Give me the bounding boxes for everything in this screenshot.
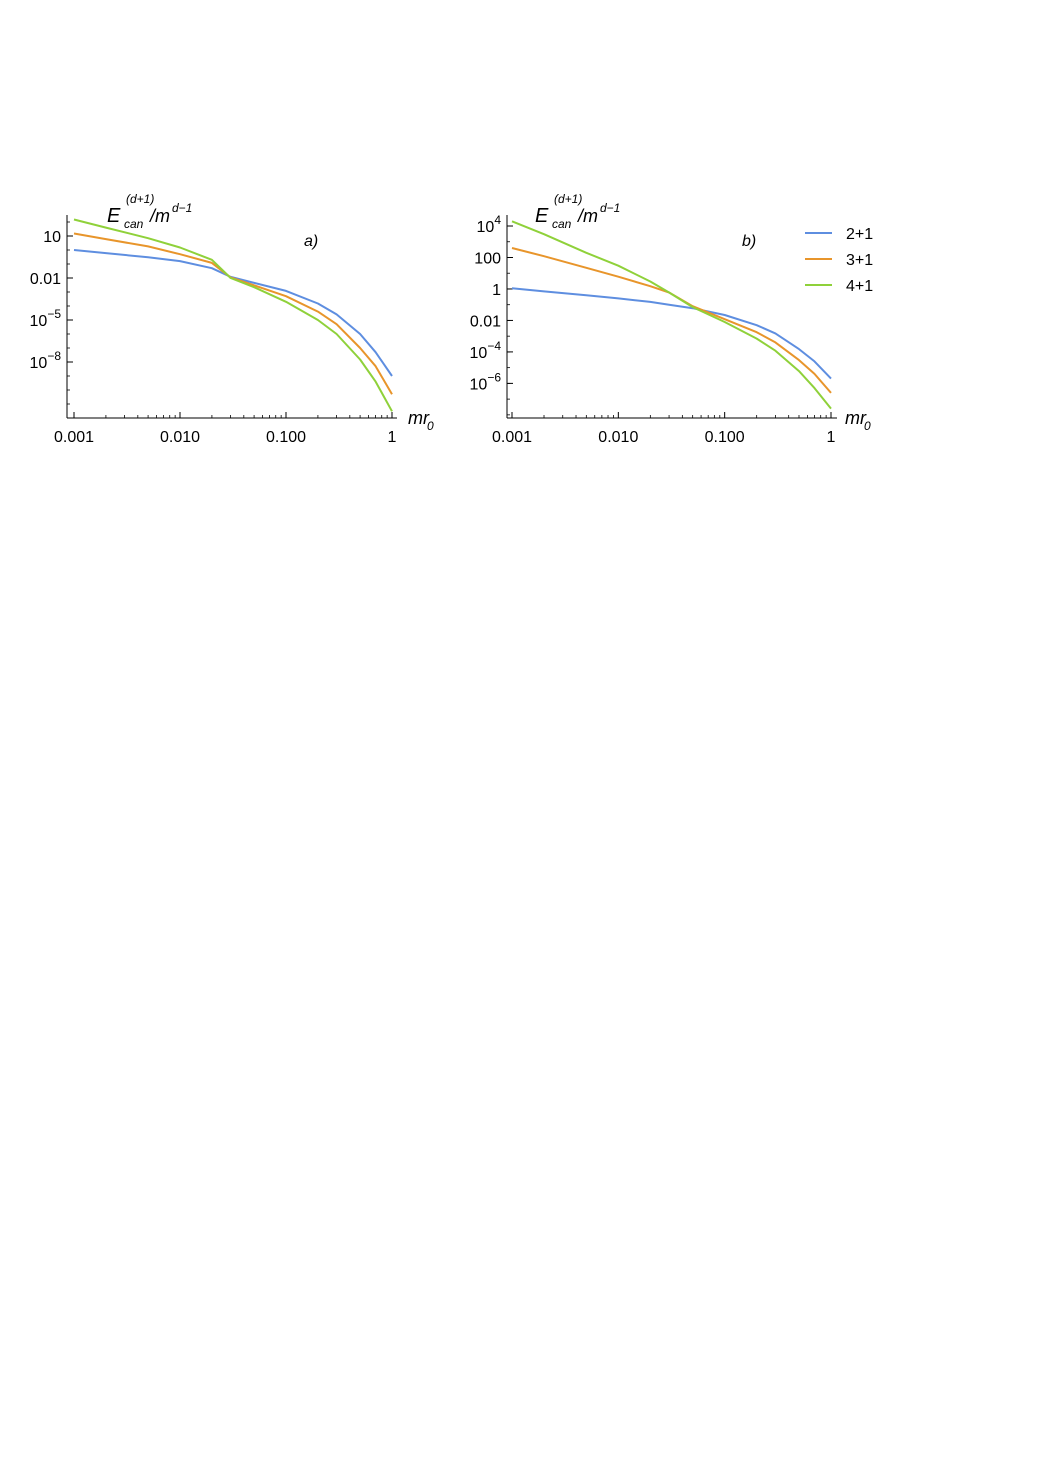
panel-a-series-2plus1 (73, 249, 393, 377)
panel-a-x-tick-label: 0.100 (266, 429, 306, 446)
panel-b-ylabel-rest-sup: d−1 (600, 201, 620, 215)
panel-a-y-tick-label: 10−8 (30, 349, 62, 372)
panel-b-series-4plus1 (511, 220, 832, 410)
panel-b-yticks: 104 100 1 0.01 10−4 10−6 (470, 213, 513, 416)
panel-a-ylabel: E (d+1) can /m d−1 (107, 192, 192, 231)
panel-a-y-tick-label: 10−5 (30, 307, 62, 330)
panel-a-ylabel-main: E (107, 205, 121, 227)
panel-b-y-tick-label: 10−6 (470, 370, 502, 393)
panel-a-xlabel-sub: 0 (427, 419, 434, 433)
panel-b-series (511, 220, 832, 410)
panel-a-xticks: 0.001 0.010 0.100 1 (54, 412, 397, 446)
panel-a-ylabel-sup: (d+1) (126, 192, 154, 206)
panel-a-x-tick-label: 0.001 (54, 429, 94, 446)
panel-b-series-2plus1 (511, 287, 832, 380)
panel-b-series-3plus1 (511, 247, 832, 394)
panel-b-label: b) (742, 233, 756, 250)
panel-a-y-tick-label: 0.01 (30, 271, 61, 288)
panel-b-y-tick-label: 10−4 (470, 339, 502, 362)
panel-b-xlabel-main: mr (845, 408, 867, 428)
panel-b-xlabel: mr 0 (845, 408, 871, 433)
panel-a-series-3plus1 (73, 232, 393, 395)
panel-b-y-tick-label: 0.01 (470, 313, 501, 330)
panel-b-ylabel: E (d+1) can /m d−1 (535, 192, 620, 231)
panel-b-y-tick-label: 1 (492, 282, 501, 299)
panel-b: E (d+1) can /m d−1 b) mr 0 0.001 0.010 0.1… (470, 192, 871, 446)
panel-b-x-tick-label: 0.001 (492, 429, 532, 446)
panel-a-yticks: 10 0.01 10−5 10−8 (30, 221, 73, 419)
panel-a-series (73, 218, 393, 412)
panel-a-y-tick-label: 10 (43, 229, 61, 246)
panel-b-x-tick-label: 0.010 (598, 429, 638, 446)
legend: 2+1 3+1 4+1 (805, 226, 873, 295)
panel-b-ylabel-sub: can (552, 217, 572, 231)
legend-label: 3+1 (846, 252, 873, 269)
panel-b-y-tick-label: 100 (474, 250, 501, 267)
panel-a-x-tick-label: 1 (388, 429, 397, 446)
panel-b-ylabel-main: E (535, 205, 549, 227)
panel-a-xlabel-main: mr (408, 408, 430, 428)
panel-b-x-tick-label: 1 (827, 429, 836, 446)
legend-label: 2+1 (846, 226, 873, 243)
panel-a-ylabel-rest: /m (148, 206, 170, 226)
panel-a: E (d+1) can /m d−1 a) mr 0 0.001 0.010 0.1… (30, 192, 434, 446)
legend-label: 4+1 (846, 278, 873, 295)
panel-b-xlabel-sub: 0 (864, 419, 871, 433)
panel-b-y-tick-label: 104 (477, 213, 502, 236)
panel-b-ylabel-rest: /m (576, 206, 598, 226)
panel-a-x-tick-label: 0.010 (160, 429, 200, 446)
panel-a-ylabel-rest-sup: d−1 (172, 201, 192, 215)
panel-b-xticks: 0.001 0.010 0.100 1 (492, 412, 836, 446)
panel-a-series-4plus1 (73, 218, 393, 412)
panel-b-ylabel-sup: (d+1) (554, 192, 582, 206)
panel-a-xlabel: mr 0 (408, 408, 434, 433)
panel-a-label: a) (304, 233, 318, 250)
panel-a-ylabel-sub: can (124, 217, 144, 231)
panel-b-x-tick-label: 0.100 (705, 429, 745, 446)
